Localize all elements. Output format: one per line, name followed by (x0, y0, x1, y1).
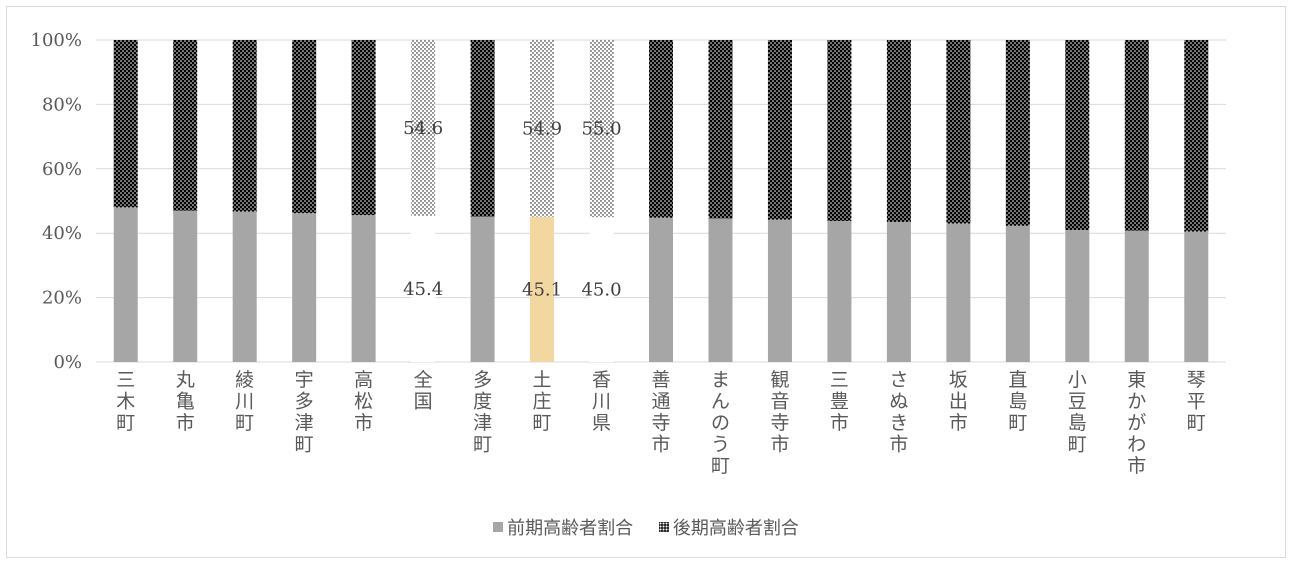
x-tick-label: 琴平町 (1187, 369, 1206, 434)
bar-late (827, 40, 852, 221)
bar-early (589, 217, 614, 362)
bar-early (530, 216, 555, 362)
bar-late (530, 40, 555, 217)
x-tick-label: 小豆島町 (1068, 369, 1087, 456)
x-tick-label: 善通寺市 (651, 369, 670, 456)
bar-late (292, 40, 317, 214)
bar-late (351, 40, 376, 216)
bar-late (232, 40, 257, 212)
bar-late (1184, 40, 1209, 232)
bar-early (1065, 229, 1090, 362)
bar-late (113, 40, 138, 208)
x-tick-label: 直島町 (1008, 369, 1027, 434)
x-tick-label: 坂出市 (949, 369, 968, 434)
data-label-late: 54.9 (522, 118, 562, 139)
x-tick-label: まんのう町 (711, 369, 730, 477)
x-tick-label: 宇多津町 (295, 369, 314, 456)
y-tick-label: 80% (42, 94, 82, 115)
bar-late (1124, 40, 1149, 231)
bars (113, 40, 1209, 362)
legend: 前期高齢者割合 後期高齢者割合 (0, 514, 1292, 540)
x-tick-label: 三豊市 (830, 369, 849, 434)
data-labels: 45.4 54.6 45.1 54.9 45.0 55.0 (403, 118, 621, 301)
y-tick-label: 20% (42, 288, 82, 309)
data-label-early: 45.0 (581, 280, 621, 301)
bar-late (1065, 40, 1090, 230)
x-tick-label: さぬき市 (889, 369, 908, 456)
bar-late (470, 40, 495, 217)
y-axis-ticks: 0% 20% 40% 60% 80% 100% (31, 30, 82, 373)
x-tick-label: 丸亀市 (176, 369, 195, 434)
bar-early (1005, 225, 1030, 362)
bar-late (946, 40, 971, 224)
bar-early (232, 211, 257, 362)
x-tick-label: 全国 (414, 369, 433, 413)
x-tick-label: 高松市 (354, 369, 373, 434)
bar-early (767, 219, 792, 362)
data-label-late: 55.0 (581, 119, 621, 140)
y-tick-label: 40% (42, 223, 82, 244)
y-tick-label: 60% (42, 159, 82, 180)
legend-swatch-late (658, 522, 669, 532)
bar-early (649, 217, 673, 362)
bar-early (886, 221, 911, 362)
bar-late (708, 40, 733, 219)
bar-early (470, 216, 495, 362)
x-tick-label: 多度津町 (473, 369, 492, 456)
bar-late (589, 40, 614, 218)
data-label-early: 45.4 (403, 279, 443, 300)
bar-early (708, 218, 733, 362)
legend-label-early: 前期高齢者割合 (507, 518, 634, 539)
x-tick-label: 土庄町 (533, 369, 552, 434)
bar-early (946, 223, 971, 362)
bar-early (113, 207, 138, 362)
x-tick-label: 観音寺市 (770, 369, 789, 456)
bar-early (827, 220, 852, 362)
bar-early (1124, 230, 1149, 362)
bar-early (173, 210, 198, 362)
legend-item-early: 前期高齢者割合 (493, 514, 633, 540)
stacked-bar-chart: 0% 20% 40% 60% 80% 100% 三木町 丸亀市 綾川町 宇多津町 高松市 全国 多度津… (31, 30, 1226, 477)
bar-late (173, 40, 198, 211)
y-tick-label: 100% (31, 30, 82, 51)
x-tick-label: 綾川町 (235, 369, 254, 434)
x-tick-label: 三木町 (116, 369, 135, 434)
data-label-early: 45.1 (522, 279, 562, 300)
bar-late (886, 40, 911, 222)
bar-early (411, 215, 436, 362)
bar-early (351, 215, 376, 362)
category-labels: 三木町 丸亀市 綾川町 宇多津町 高松市 全国 多度津町 土庄町 香川県 善通寺市 まんのう町 観音寺… (116, 369, 1206, 477)
bar-late (649, 40, 673, 218)
legend-swatch-early (493, 522, 504, 532)
bar-late (411, 40, 436, 216)
bar-early (292, 213, 317, 362)
x-tick-label: 香川県 (592, 369, 611, 434)
x-tick-label: 東かがわ市 (1127, 369, 1146, 477)
legend-item-late: 後期高齢者割合 (658, 514, 799, 540)
bar-late (1005, 40, 1030, 226)
data-label-late: 54.6 (403, 118, 443, 139)
y-tick-label: 0% (53, 352, 82, 373)
bar-late (767, 40, 792, 220)
bar-early (1184, 231, 1209, 362)
legend-label-late: 後期高齢者割合 (672, 518, 799, 539)
